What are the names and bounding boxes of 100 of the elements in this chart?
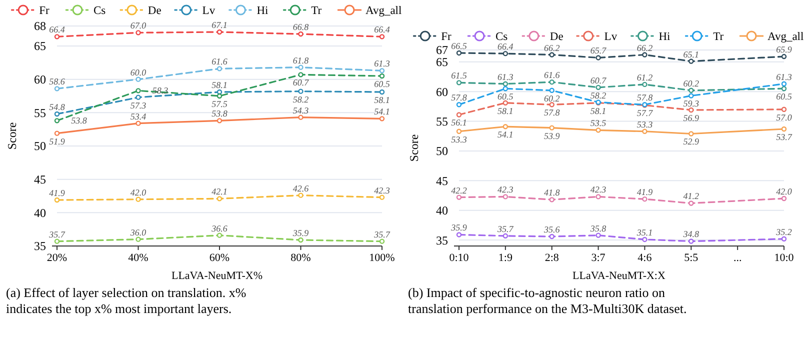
data-label: 42.3 (590, 184, 607, 195)
y-tick-label: 55 (34, 106, 46, 120)
data-label: 35.9 (450, 222, 468, 233)
point (781, 81, 787, 86)
point (688, 93, 694, 98)
x-tick-label: ... (733, 252, 742, 264)
point (136, 120, 141, 126)
point (642, 196, 648, 202)
data-label: 59.3 (683, 98, 700, 109)
point (216, 29, 222, 35)
point (688, 107, 694, 113)
point (502, 100, 508, 106)
data-label: 53.8 (212, 108, 228, 119)
point (688, 238, 694, 244)
point (298, 64, 304, 70)
y-tick-label: 50 (34, 139, 46, 154)
data-label: 60.0 (130, 67, 147, 78)
x-axis-title: LLaVA-NeuMT-X% (171, 270, 263, 282)
data-label: 61.6 (212, 56, 228, 67)
point (298, 192, 304, 198)
point (136, 76, 141, 82)
data-label: 53.8 (71, 116, 88, 126)
x-axis-title: LLaVA-NeuMT-X:X (572, 270, 666, 282)
y-tick-label: 65 (34, 39, 46, 54)
point (688, 58, 694, 64)
point (596, 232, 601, 238)
point (781, 54, 787, 60)
data-label: 66.8 (292, 22, 310, 32)
legend-label: Hi (658, 31, 670, 44)
point (781, 86, 787, 92)
data-label: 60.5 (498, 92, 514, 102)
y-tick-label: 65 (436, 55, 448, 70)
x-tick-label: 0:10 (449, 252, 470, 264)
text: (b) Impact of specific-to-agnostic neuron ratio on translation performance on the M3-Multi30K dataset. (408, 285, 687, 316)
data-label: 57.5 (212, 99, 228, 109)
point (54, 238, 60, 244)
point (54, 111, 60, 117)
data-label: 58.2 (590, 90, 607, 100)
data-label: 65.7 (590, 46, 607, 56)
point (136, 88, 141, 94)
data-label: 60.7 (292, 78, 310, 88)
data-label: 61.3 (776, 72, 792, 82)
data-label: 57.0 (776, 112, 792, 122)
point (781, 106, 787, 112)
y-tick-label: 35 (34, 239, 46, 254)
data-label: 42.0 (130, 187, 147, 198)
data-label: 61.2 (636, 72, 654, 82)
data-label: 35.1 (636, 227, 653, 238)
data-label: 56.9 (683, 112, 700, 123)
data-label: 41.9 (636, 187, 654, 198)
data-label: 57.8 (636, 92, 654, 103)
point (596, 128, 601, 133)
data-label: 52.9 (683, 136, 700, 147)
point (379, 89, 385, 95)
data-label: 54.1 (374, 106, 390, 117)
data-label: 58.1 (498, 106, 514, 116)
data-label: 35.2 (775, 226, 792, 237)
text: (a) Effect of layer selection on translation. x% indicates the top x% most important layers. (6, 285, 246, 316)
point (502, 194, 508, 200)
legend-label: Hi (256, 5, 268, 18)
data-label: 61.6 (544, 70, 560, 80)
data-label: 53.3 (451, 134, 468, 144)
x-tick-label: 80% (290, 252, 311, 264)
x-tick-label: 60% (209, 252, 230, 264)
x-tick-label: 2:8 (544, 252, 560, 264)
point (54, 34, 60, 40)
data-label: 61.3 (498, 72, 514, 82)
data-label: 54.1 (498, 130, 514, 140)
point (456, 112, 462, 118)
point (596, 55, 601, 60)
y-axis-title: Score (407, 134, 421, 162)
y-tick-label: 40 (436, 204, 448, 218)
x-tick-label: 20% (46, 252, 68, 264)
point (688, 131, 694, 136)
y-tick-label: 60 (436, 84, 448, 99)
data-label: 53.9 (544, 130, 560, 141)
point (549, 88, 554, 93)
data-label: 58.1 (374, 95, 390, 105)
legend-label: Tr (311, 5, 322, 18)
point (379, 68, 385, 74)
data-label: 60.2 (544, 93, 560, 104)
data-label: 42.1 (212, 186, 228, 197)
data-label: 58.1 (590, 106, 606, 116)
data-label: 58.2 (292, 94, 310, 104)
data-label: 65.9 (776, 44, 792, 55)
data-label: 61.8 (292, 55, 310, 66)
data-label: 54.8 (49, 102, 66, 112)
point (549, 79, 554, 85)
data-label: 58.6 (49, 76, 66, 87)
y-tick-label: 55 (436, 114, 448, 128)
data-label: 35.9 (292, 228, 310, 238)
point (216, 118, 222, 124)
data-label: 66.4 (498, 42, 514, 52)
legend-label: Tr (713, 31, 724, 44)
data-label: 67.1 (212, 20, 228, 30)
data-label: 54.3 (292, 105, 310, 116)
point (502, 124, 508, 130)
data-label: 61.3 (374, 58, 390, 69)
data-label: 42.6 (292, 183, 310, 194)
x-tick-label: 5:5 (684, 252, 699, 264)
